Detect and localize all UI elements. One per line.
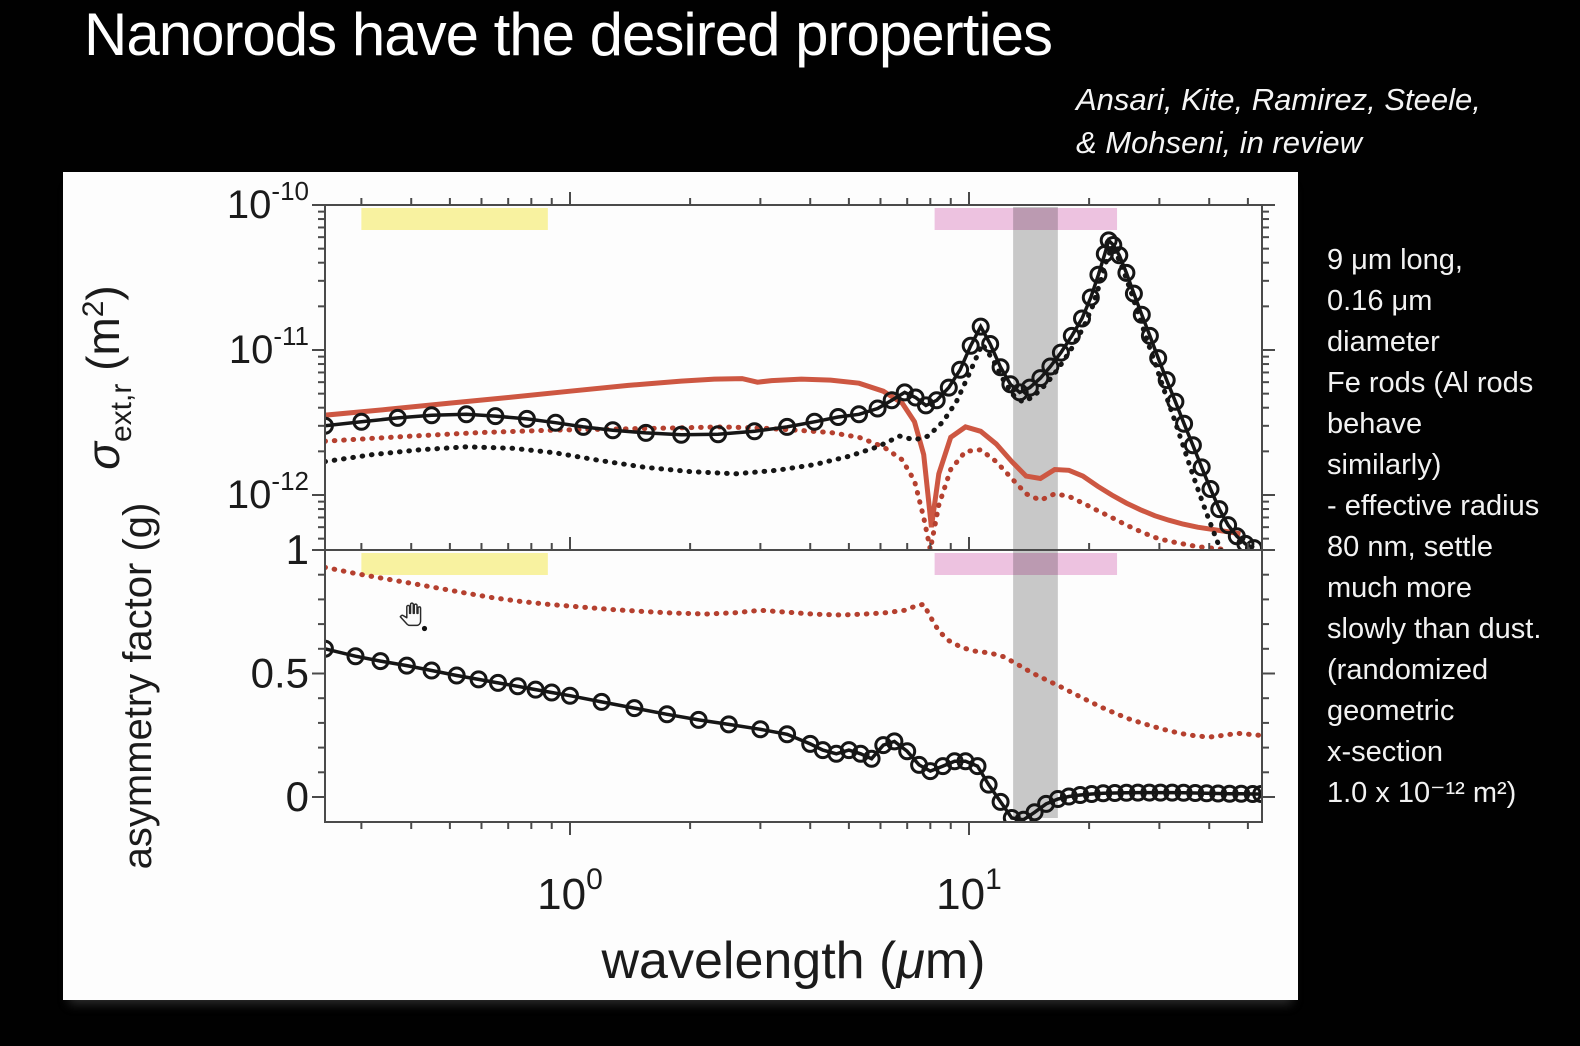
svg-text:101: 101 [936,863,1002,919]
citation-line-2: & Mohseni, in review [1076,125,1363,160]
side-note-line: Fe rods (Al rods [1327,367,1534,399]
svg-text:10-12: 10-12 [227,466,309,517]
side-note-line: similarly) [1327,449,1442,481]
yellow-solar-band [361,208,548,230]
panel-asymmetry-series [325,564,1262,822]
svg-text:0: 0 [286,773,309,820]
series-red-dotted [325,424,1229,550]
svg-text:10-10: 10-10 [227,176,309,227]
side-note-line: (randomized [1327,654,1489,686]
axis-ticks [312,192,1275,835]
figure-panel: 10-10 10-11 10-12 0 0.5 1 100 101 wavelength (μm… [63,172,1298,1000]
pink-thermal-ir-band [934,553,1118,575]
side-note-line: 0.16 μm [1327,285,1433,317]
axis-tick-labels: 10-10 10-11 10-12 0 0.5 1 100 101 [227,176,1002,919]
axes-spines [324,204,1263,823]
svg-text:wavelength (μm): wavelength (μm) [601,932,986,990]
svg-text:100: 100 [537,863,603,919]
highlight-bands [361,207,1118,818]
svg-text:1: 1 [286,526,309,573]
side-note-line: diameter [1327,326,1440,358]
side-note-line: slowly than dust. [1327,613,1542,645]
svg-text:0.5: 0.5 [251,650,309,697]
side-note-line: x-section [1327,736,1444,768]
side-note-line: 9 μm long, [1327,244,1463,276]
axis-titles: wavelength (μm) σext,r (m2) asymmetry fact… [77,285,985,990]
side-note-line: behave [1327,408,1423,440]
side-note-line: geometric [1327,695,1455,727]
side-note: 9 μm long, 0.16 μm diameter Fe rods (Al rod… [1327,240,1579,814]
svg-text:10-11: 10-11 [229,321,309,372]
svg-text:asymmetry factor (g): asymmetry factor (g) [116,503,160,870]
side-note-line: 1.0 x 10⁻¹² m²) [1327,777,1517,809]
citation: Ansari, Kite, Ramirez, Steele, & Mohseni… [1076,78,1481,164]
pan-cursor-icon [394,599,434,639]
slide-title: Nanorods have the desired properties [84,1,1053,68]
pink-thermal-ir-band [934,208,1118,230]
svg-text:σext,r (m2): σext,r (m2) [77,285,138,470]
side-note-line: 80 nm, settle [1327,531,1494,563]
citation-line-1: Ansari, Kite, Ramirez, Steele, [1076,82,1481,117]
series-red-solid [325,376,1241,537]
series-black-solid-circles [325,237,1255,550]
series-red-dotted [325,564,1262,740]
panel-extinction-series [325,231,1262,550]
gray-vertical-bar [1013,207,1058,818]
side-note-line: - effective radius [1327,490,1540,522]
yellow-solar-band [361,553,548,575]
side-note-line: much more [1327,572,1473,604]
